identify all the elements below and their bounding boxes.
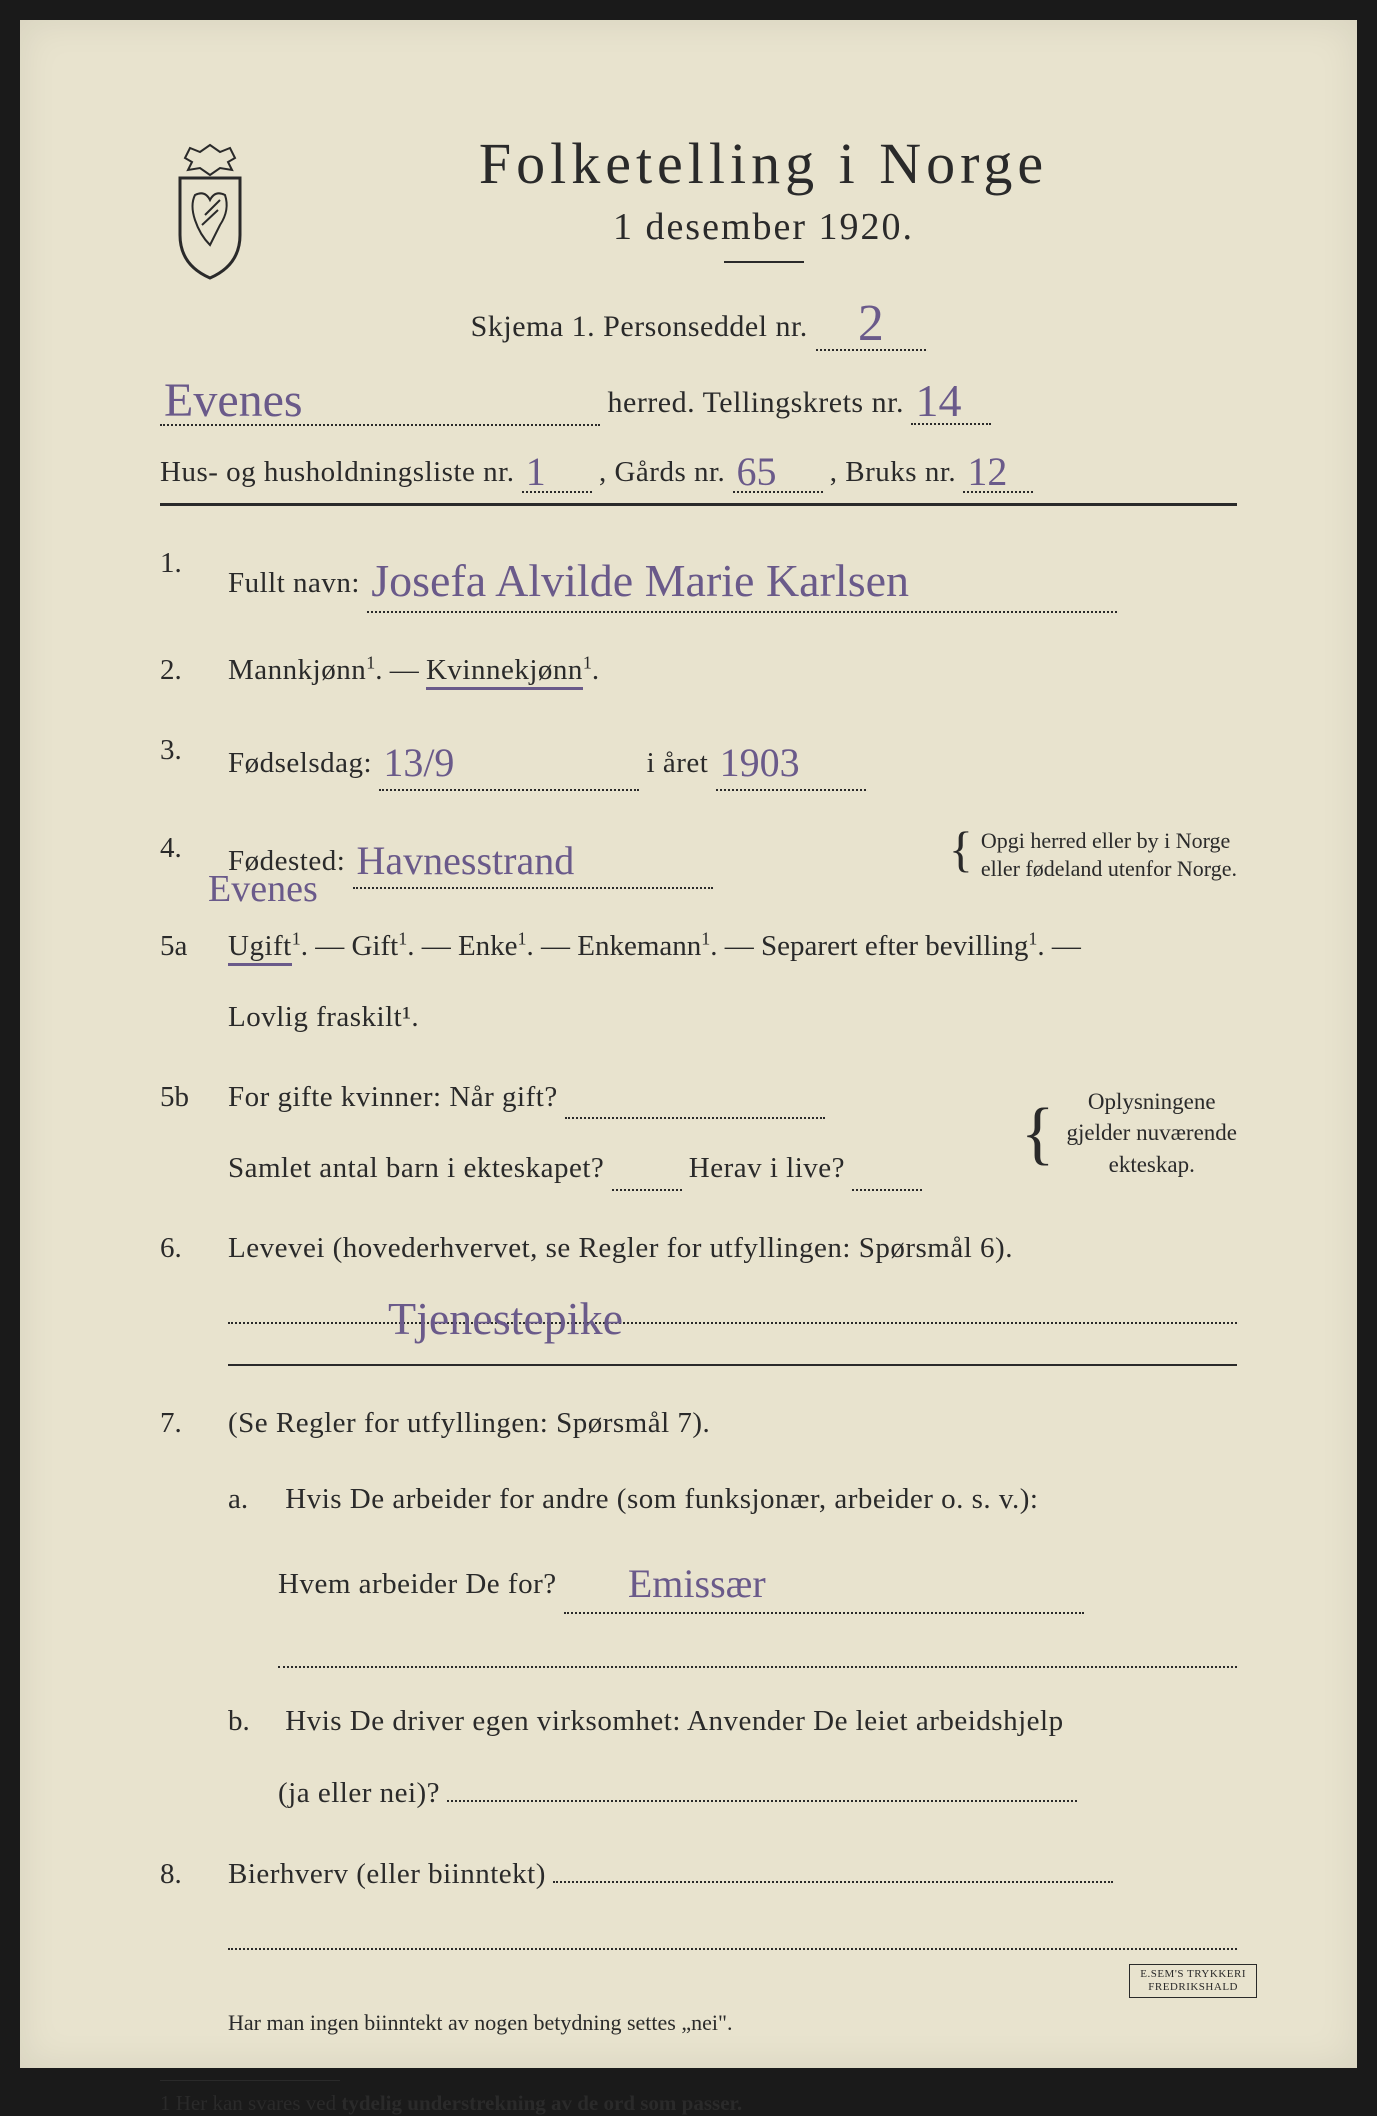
census-form-page: Folketelling i Norge 1 desember 1920. Sk…	[20, 20, 1357, 2068]
footer-note2: 1 Her kan svares ved tydelig understrekn…	[160, 2056, 1237, 2116]
q5b-l2a: Samlet antal barn i ekteskapet?	[228, 1152, 604, 1184]
gards-nr-value: 65	[737, 448, 777, 495]
q4-value: Havnesstrand	[357, 831, 575, 891]
q2-num: 2.	[160, 649, 228, 693]
q6-num: 6.	[160, 1227, 228, 1271]
gards-label: , Gårds nr.	[599, 456, 725, 488]
printer-stamp: E.SEM'S TRYKKERI FREDRIKSHALD	[1129, 1964, 1257, 1998]
q5a-num: 5a	[160, 925, 228, 969]
title-block: Folketelling i Norge 1 desember 1920.	[290, 130, 1237, 275]
q7b-label2: (ja eller nei)?	[278, 1777, 440, 1809]
q4-value2: Evenes	[208, 861, 318, 918]
q5b-note-l1: Oplysningene	[1088, 1089, 1216, 1114]
brace-icon: {	[949, 827, 973, 872]
subtitle-date: 1 desember 1920.	[290, 205, 1237, 249]
header: Folketelling i Norge 1 desember 1920.	[160, 130, 1237, 280]
q5b-l1: For gifte kvinner: Når gift?	[228, 1081, 558, 1113]
bruks-label: , Bruks nr.	[830, 456, 956, 488]
q7a-label: Hvis De arbeider for andre (som funksjon…	[285, 1483, 1038, 1515]
q3-year-value: 1903	[720, 733, 800, 793]
brace-icon-2: {	[1021, 1102, 1055, 1165]
hus-label: Hus- og husholdningsliste nr.	[160, 456, 514, 488]
q1-label: Fullt navn:	[228, 567, 360, 599]
q7a-label2: Hvem arbeider De for?	[278, 1568, 557, 1600]
main-title: Folketelling i Norge	[290, 130, 1237, 197]
q8-label: Bierhverv (eller biinntekt)	[228, 1858, 546, 1890]
q5b-note-l3: ekteskap.	[1109, 1152, 1195, 1177]
q3-day-value: 13/9	[383, 733, 454, 793]
q4-row: 4. Fødested: Havnesstrand Evenes { Opgi …	[160, 827, 1237, 889]
footer-note2-bold: tydelig understrekning av de ord som pas…	[341, 2091, 742, 2115]
q6-value: Tjenestepike	[388, 1284, 623, 1353]
q7a: a. Hvis De arbeider for andre (som funks…	[228, 1476, 1237, 1668]
bruks-nr-value: 12	[967, 448, 1007, 495]
q3-num: 3.	[160, 729, 228, 773]
printer-l1: E.SEM'S TRYKKERI	[1140, 1968, 1246, 1980]
q6-label: Levevei (hovederhvervet, se Regler for u…	[228, 1232, 1013, 1264]
q2-dash: —	[390, 654, 426, 686]
q7-label: (Se Regler for utfyllingen: Spørsmål 7).	[228, 1407, 710, 1439]
q2-mann: Mannkjønn	[228, 654, 366, 686]
q4-note-l1: Opgi herred eller by i Norge	[981, 828, 1230, 853]
skjema-label: Skjema 1. Personseddel nr.	[471, 310, 808, 343]
q1-row: 1. Fullt navn: Josefa Alvilde Marie Karl…	[160, 542, 1237, 613]
q7a-value: Emissær	[628, 1552, 766, 1616]
q5b-note: Oplysningene gjelder nuværende ekteskap.	[1066, 1086, 1237, 1179]
q7b-label: Hvis De driver egen virksomhet: Anvender…	[285, 1705, 1063, 1737]
q5b-row: 5b For gifte kvinner: Når gift? Samlet a…	[160, 1076, 1237, 1191]
q3-year-label: i året	[647, 747, 709, 779]
q3-row: 3. Fødselsdag: 13/9 i året 1903	[160, 729, 1237, 791]
q4-note: Opgi herred eller by i Norge eller fødel…	[981, 827, 1237, 884]
hus-nr-value: 1	[526, 448, 546, 495]
q2-row: 2. Mannkjønn1. — Kvinnekjønn1.	[160, 649, 1237, 693]
title-rule	[724, 261, 804, 263]
q7-row: 7. (Se Regler for utfyllingen: Spørsmål …	[160, 1402, 1237, 1446]
q7b: b. Hvis De driver egen virksomhet: Anven…	[228, 1698, 1237, 1817]
herred-line: Evenes herred. Tellingskrets nr. 14	[160, 369, 1237, 426]
q5a-ugift: Ugift	[228, 930, 292, 966]
q3-label: Fødselsdag:	[228, 747, 372, 779]
q8-num: 8.	[160, 1853, 228, 1897]
q6-row: 6. Levevei (hovederhvervet, se Regler fo…	[160, 1227, 1237, 1367]
q1-value: Josefa Alvilde Marie Karlsen	[371, 546, 909, 615]
q7-num: 7.	[160, 1402, 228, 1446]
personseddel-nr-value: 2	[858, 294, 885, 353]
q5a-line2: Lovlig fraskilt¹.	[228, 996, 1237, 1040]
q5a-row: 5a Ugift1. — Gift1. — Enke1. — Enkemann1…	[160, 925, 1237, 1040]
tellingskrets-nr-value: 14	[915, 374, 961, 427]
herred-label: herred. Tellingskrets nr.	[608, 386, 904, 419]
q8-row: 8. Bierhverv (eller biinntekt)	[160, 1853, 1237, 1951]
footer-note1-text: Har man ingen biinntekt av nogen betydni…	[228, 2010, 732, 2035]
q1-num: 1.	[160, 542, 228, 586]
printer-l2: FREDRIKSHALD	[1148, 1981, 1238, 1993]
skjema-line: Skjema 1. Personseddel nr. 2	[160, 290, 1237, 351]
coat-of-arms-icon	[160, 140, 260, 280]
footer-note2-prefix: 1 Her kan svares ved	[160, 2091, 341, 2115]
hus-line: Hus- og husholdningsliste nr. 1 , Gårds …	[160, 444, 1237, 506]
q2-kvinne: Kvinnekjønn	[426, 654, 583, 690]
herred-name-value: Evenes	[164, 373, 303, 428]
q5b-l2b: Herav i live?	[689, 1152, 845, 1184]
q5b-note-l2: gjelder nuværende	[1066, 1120, 1237, 1145]
footer-note1: Har man ingen biinntekt av nogen betydni…	[160, 2000, 1237, 2036]
q5b-num: 5b	[160, 1076, 228, 1120]
q4-note-l2: eller fødeland utenfor Norge.	[981, 856, 1237, 881]
